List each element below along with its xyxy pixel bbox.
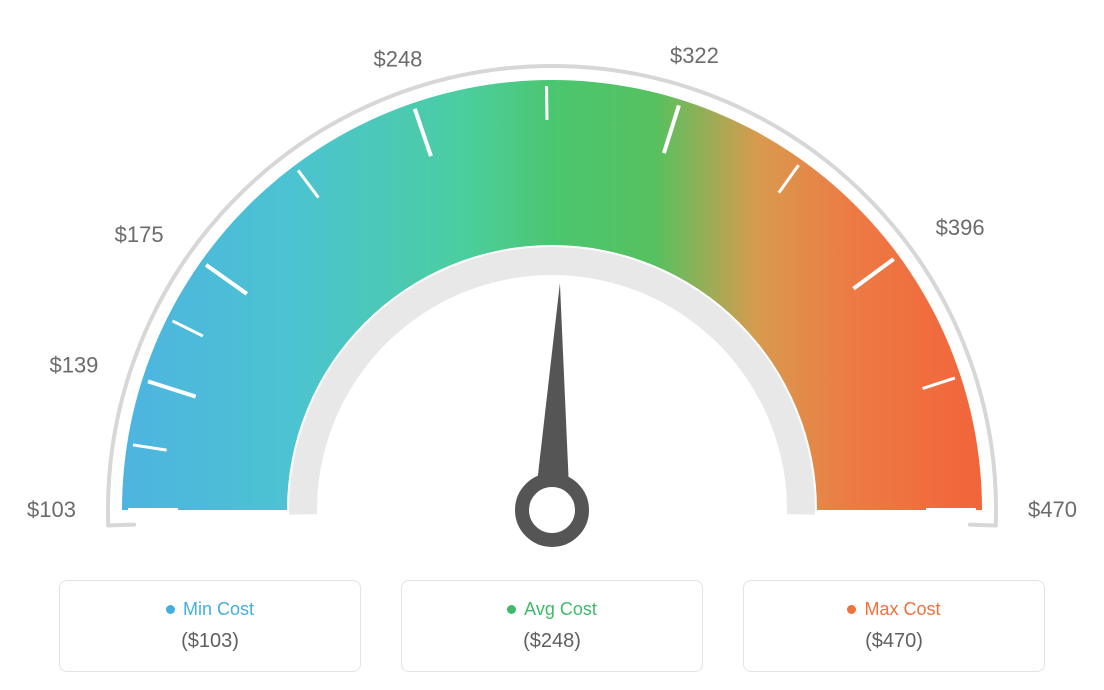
svg-text:$175: $175 <box>115 222 164 247</box>
svg-text:$322: $322 <box>670 43 719 68</box>
legend-row: Min Cost ($103) Avg Cost ($248) Max Cost… <box>0 580 1104 672</box>
legend-dot-avg <box>507 605 516 614</box>
legend-label-min: Min Cost <box>183 599 254 620</box>
svg-text:$248: $248 <box>373 47 422 72</box>
svg-text:$103: $103 <box>27 497 76 522</box>
svg-text:$139: $139 <box>49 353 98 378</box>
legend-label-max: Max Cost <box>864 599 940 620</box>
legend-card-max: Max Cost ($470) <box>743 580 1045 672</box>
legend-value-avg: ($248) <box>523 630 581 653</box>
svg-text:$396: $396 <box>936 215 985 240</box>
cost-gauge-chart: $103 $139 $175 $248 $322 $396 $470 <box>0 0 1104 555</box>
legend-dot-max <box>847 605 856 614</box>
legend-card-avg: Avg Cost ($248) <box>401 580 703 672</box>
legend-label-avg: Avg Cost <box>524 599 597 620</box>
legend-dot-min <box>166 605 175 614</box>
svg-text:$470: $470 <box>1028 497 1077 522</box>
legend-card-min: Min Cost ($103) <box>59 580 361 672</box>
legend-value-max: ($470) <box>865 630 923 653</box>
legend-value-min: ($103) <box>181 630 239 653</box>
